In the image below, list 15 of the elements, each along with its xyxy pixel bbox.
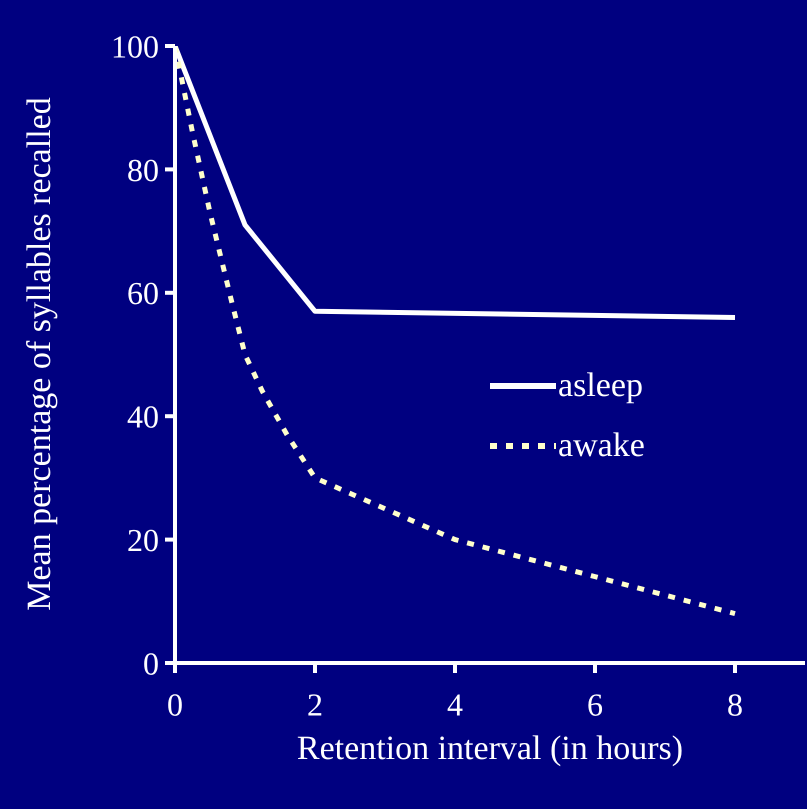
x-tick-label: 4 [447, 686, 463, 723]
y-tick-label: 60 [127, 275, 159, 312]
x-tick-label: 8 [727, 686, 743, 723]
y-tick-label: 100 [111, 28, 159, 64]
x-tick-label: 6 [587, 686, 603, 723]
x-tick-label: 2 [307, 686, 323, 723]
legend-label: asleep [558, 367, 643, 405]
x-tick-label: 0 [167, 686, 183, 723]
x-axis-title: Retention interval (in hours) [296, 730, 684, 768]
y-tick-label: 0 [143, 645, 159, 682]
y-tick-label: 40 [127, 398, 159, 435]
legend-label: awake [558, 427, 645, 465]
y-tick-label: 80 [127, 152, 159, 188]
y-axis-title: Mean percentage of syllables recalled [21, 97, 59, 611]
y-tick-label: 20 [127, 522, 159, 558]
